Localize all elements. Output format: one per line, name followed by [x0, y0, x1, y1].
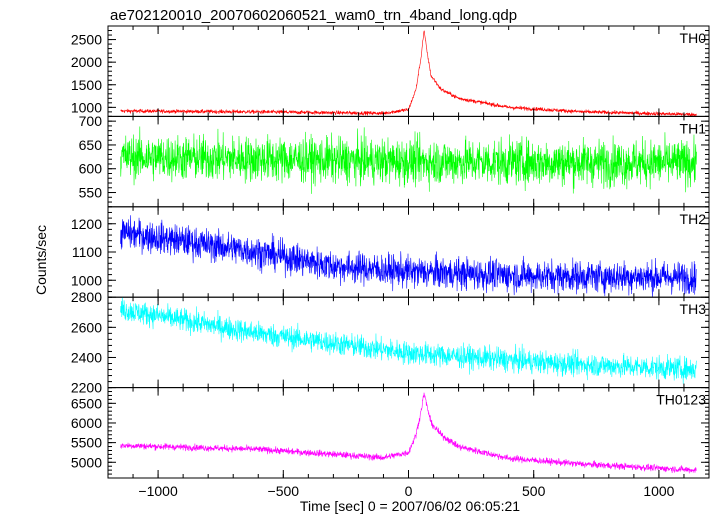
- y-tick-label: 650: [79, 137, 103, 153]
- series-line-th0: [120, 30, 697, 117]
- series-line-th0123: [120, 392, 697, 474]
- y-tick-label: 2000: [71, 54, 102, 70]
- y-tick-label: 1500: [71, 77, 102, 93]
- y-tick-label: 2600: [71, 319, 102, 335]
- y-tick-label: 2400: [71, 349, 102, 365]
- y-tick-label: 5500: [71, 435, 102, 451]
- y-tick-label: 6000: [71, 415, 102, 431]
- y-tick-label: 1000: [71, 272, 102, 288]
- x-tick-label: −1000: [138, 483, 178, 499]
- series-line-th2: [120, 215, 697, 298]
- chart-title: ae702120010_20070602060521_wam0_trn_4ban…: [110, 7, 517, 24]
- series-line-th1: [120, 126, 697, 194]
- x-tick-label: 1000: [643, 483, 674, 499]
- y-tick-label: 2200: [71, 380, 102, 396]
- y-tick-label: 6500: [71, 395, 102, 411]
- y-tick-label: 550: [79, 185, 103, 201]
- x-tick-label: −500: [268, 483, 300, 499]
- panel-frame-th3: [107, 296, 710, 389]
- x-tick-label: 0: [405, 483, 413, 499]
- x-axis-title: Time [sec] 0 = 2007/06/02 06:05:21: [300, 498, 520, 514]
- y-tick-label: 1100: [72, 244, 102, 260]
- panel-label-th1: TH1: [680, 120, 707, 136]
- panel-label-th3: TH3: [680, 301, 707, 317]
- panel-frame-th0: [107, 25, 710, 117]
- y-tick-label: 700: [79, 113, 103, 129]
- panel-label-th0123: TH0123: [656, 392, 706, 408]
- y-tick-label: 5000: [71, 454, 102, 470]
- panels: 1000 1500 2000 2500 TH0 550 600 650 700 TH1 1000 11…: [71, 25, 710, 499]
- series-line-th3: [120, 297, 697, 384]
- y-axis-title: Counts/sec: [33, 225, 49, 295]
- x-tick-label: 500: [522, 483, 546, 499]
- y-tick-label: 1000: [71, 99, 102, 115]
- y-tick-label: 2800: [71, 289, 102, 305]
- y-tick-label: 2500: [71, 32, 102, 48]
- panel-label-th2: TH2: [680, 211, 707, 227]
- panel-label-th0: TH0: [680, 30, 707, 46]
- y-tick-label: 1200: [71, 216, 102, 232]
- y-tick-label: 600: [79, 161, 103, 177]
